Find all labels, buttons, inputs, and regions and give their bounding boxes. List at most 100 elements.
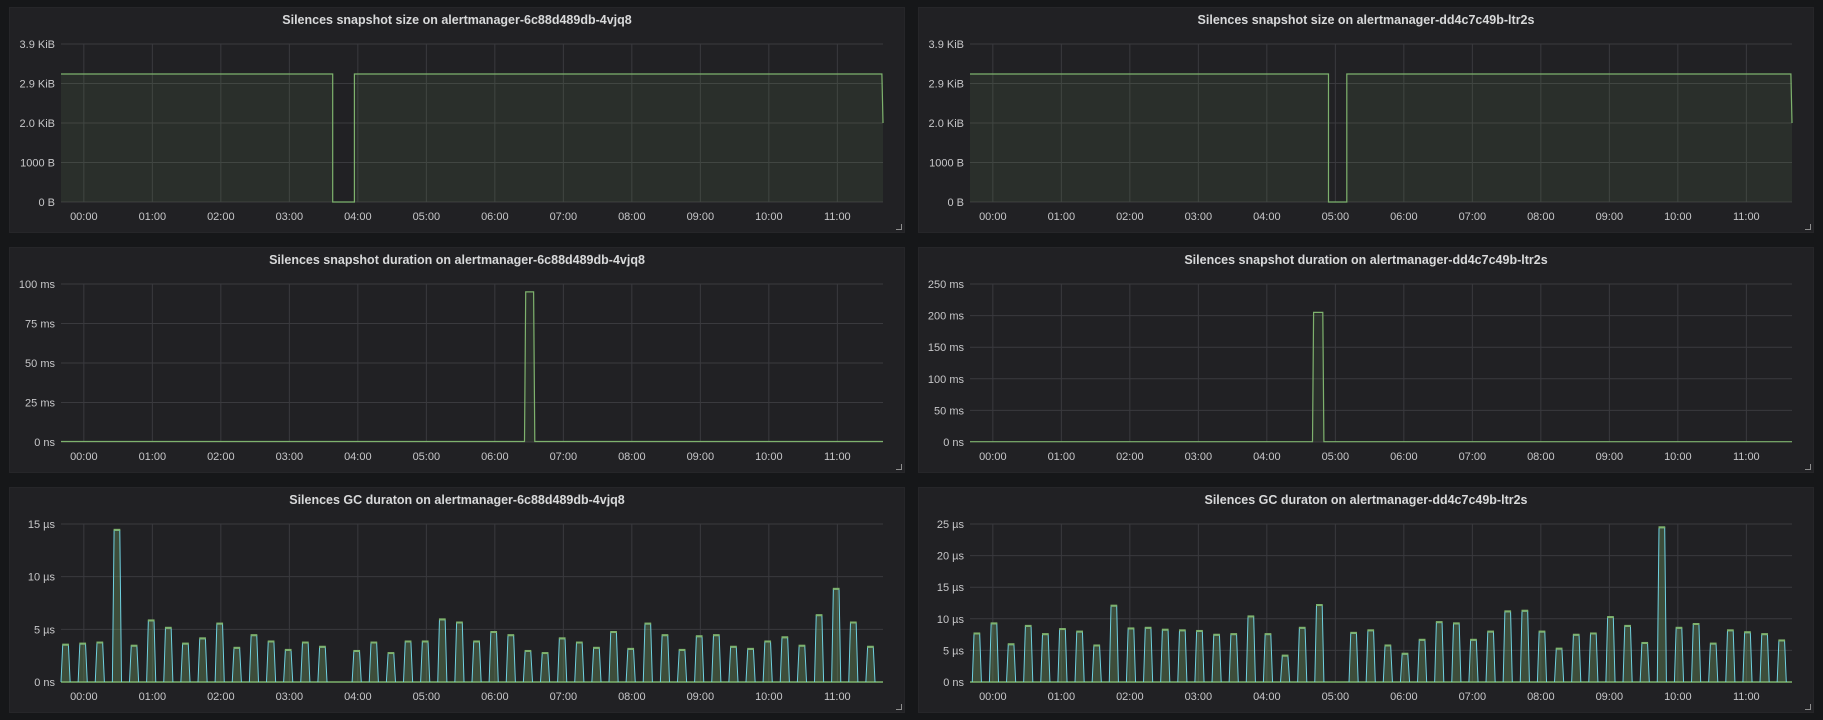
gc-pulse-fill — [163, 628, 173, 682]
x-tick-label: 02:00 — [1116, 211, 1144, 223]
panel-snapshot-duration-4vjq8[interactable]: Silences snapshot duration on alertmanag… — [9, 247, 905, 473]
gc-pulse-fill — [1640, 643, 1650, 682]
gc-pulse-fill — [1075, 632, 1085, 682]
gc-pulse-fill — [591, 648, 602, 682]
chart-snapshot-size-ltr2s: 0 B 1000 B 2.0 KiB 2.9 KiB 3.9 KiB 00:00 01:00… — [929, 39, 1793, 223]
gc-pulse-fill — [1229, 634, 1239, 682]
gc-pulse-fill — [403, 641, 413, 682]
chart-gc-duration-4vjq8: 0 ns 5 µs 10 µs 15 µs 00:00 01:00 02:00 03:00 04… — [28, 519, 883, 703]
gc-pulse-fill — [1092, 645, 1102, 682]
series-area — [61, 74, 883, 202]
x-tick-label: 08:00 — [1527, 211, 1555, 223]
resize-handle[interactable] — [1805, 704, 1811, 710]
panel-title[interactable]: Silences GC duraton on alertmanager-dd4c… — [1204, 493, 1528, 507]
gc-pulse-fill — [626, 649, 636, 682]
gc-pulse-fill — [1212, 635, 1222, 682]
x-tick-label: 10:00 — [755, 211, 783, 223]
panel-snapshot-duration-ltr2s[interactable]: Silences snapshot duration on alertmanag… — [918, 247, 1814, 473]
x-tick-label: 03:00 — [276, 451, 304, 463]
gc-pulse-fill — [1777, 640, 1787, 682]
x-tick-label: 01:00 — [1048, 211, 1076, 223]
y-tick-label: 0 B — [38, 197, 55, 209]
gc-pulse-fill — [1691, 624, 1701, 682]
resize-handle[interactable] — [1805, 224, 1811, 230]
x-tick-label: 05:00 — [413, 211, 441, 223]
panel-title[interactable]: Silences snapshot duration on alertmanag… — [1184, 253, 1548, 267]
gc-pulse-fill — [865, 647, 876, 682]
y-tick-label: 2.9 KiB — [929, 79, 964, 91]
resize-handle[interactable] — [896, 464, 902, 470]
gc-pulse-fill — [677, 650, 687, 682]
x-tick-label: 05:00 — [1322, 211, 1350, 223]
gc-pulse-fill — [523, 651, 533, 682]
gc-pulse-fill — [1246, 616, 1256, 682]
gc-pulse-fill — [1588, 633, 1598, 682]
series-line — [61, 73, 884, 203]
gc-pulse-fill — [1486, 632, 1496, 682]
x-tick-label: 10:00 — [1664, 211, 1692, 223]
gc-pulse-fill — [1057, 629, 1068, 682]
gc-pulse-fill — [1383, 645, 1393, 682]
x-tick-label: 04:00 — [344, 211, 372, 223]
gc-pulse-fill — [814, 615, 824, 682]
gc-pulse-fill — [848, 623, 858, 682]
gc-pulse-fill — [472, 641, 482, 682]
x-tick-label: 08:00 — [618, 451, 646, 463]
panel-snapshot-size-4vjq8[interactable]: Silences snapshot size on alertmanager-6… — [9, 7, 905, 233]
gc-pulse-fill — [1297, 628, 1307, 682]
y-tick-label: 150 ms — [928, 342, 965, 354]
gc-pulse-fill — [1349, 633, 1359, 682]
gc-pulse-fill — [1503, 611, 1513, 682]
gc-pulse-fill — [1657, 527, 1667, 682]
gc-pulse-fill — [146, 620, 156, 682]
gc-pulse-fill — [266, 641, 276, 682]
gc-pulse-fill — [1143, 628, 1153, 682]
gc-pulse-fill — [300, 643, 310, 682]
gc-pulse-fill — [1708, 644, 1718, 682]
gc-pulse-fill — [780, 637, 790, 682]
resize-handle[interactable] — [896, 704, 902, 710]
y-tick-label: 0 ns — [943, 437, 964, 449]
resize-handle[interactable] — [1805, 464, 1811, 470]
x-tick-label: 01:00 — [139, 211, 167, 223]
panel-title[interactable]: Silences snapshot duration on alertmanag… — [269, 253, 645, 267]
series-area — [970, 312, 1792, 442]
x-tick-label: 00:00 — [70, 211, 98, 223]
gc-pulse-fill — [1451, 623, 1461, 682]
y-tick-label: 3.9 KiB — [20, 39, 55, 51]
panel-gc-duration-ltr2s[interactable]: Silences GC duraton on alertmanager-dd4c… — [918, 487, 1814, 713]
x-tick-label: 09:00 — [1596, 451, 1624, 463]
x-tick-label: 02:00 — [1116, 691, 1144, 703]
gc-pulse-fill — [831, 589, 841, 682]
x-tick-label: 06:00 — [481, 451, 509, 463]
panel-title[interactable]: Silences GC duraton on alertmanager-6c88… — [289, 493, 625, 507]
x-tick-label: 00:00 — [70, 691, 98, 703]
x-tick-label: 11:00 — [1733, 211, 1760, 223]
x-tick-label: 04:00 — [344, 691, 372, 703]
panel-snapshot-size-ltr2s[interactable]: Silences snapshot size on alertmanager-d… — [918, 7, 1814, 233]
gc-pulse-fill — [1023, 626, 1033, 682]
gc-pulse-fill — [215, 624, 225, 682]
x-tick-label: 05:00 — [413, 451, 441, 463]
x-tick-label: 08:00 — [618, 211, 646, 223]
panel-gc-duration-4vjq8[interactable]: Silences GC duraton on alertmanager-6c88… — [9, 487, 905, 713]
resize-handle[interactable] — [896, 224, 902, 230]
y-tick-label: 5 µs — [34, 624, 56, 636]
gc-pulse-fill — [660, 635, 670, 682]
x-tick-label: 02:00 — [1116, 451, 1144, 463]
x-tick-label: 04:00 — [1253, 211, 1281, 223]
x-tick-label: 08:00 — [618, 691, 646, 703]
panel-title[interactable]: Silences snapshot size on alertmanager-6… — [282, 13, 632, 27]
gc-pulse-fill — [198, 638, 208, 682]
chart-snapshot-duration-ltr2s: 0 ns 50 ms 100 ms 150 ms 200 ms 250 ms 00:00 01… — [928, 279, 1792, 463]
panel-title[interactable]: Silences snapshot size on alertmanager-d… — [1197, 13, 1535, 27]
x-tick-label: 00:00 — [979, 691, 1007, 703]
x-tick-label: 09:00 — [1596, 691, 1624, 703]
x-tick-label: 07:00 — [550, 691, 578, 703]
gc-pulse-fill — [1263, 634, 1273, 682]
gc-pulse-fill — [506, 635, 516, 682]
x-tick-label: 03:00 — [276, 211, 304, 223]
gc-pulse-fill — [317, 647, 328, 682]
gc-pulse-fill — [763, 641, 773, 682]
x-tick-label: 10:00 — [755, 451, 783, 463]
